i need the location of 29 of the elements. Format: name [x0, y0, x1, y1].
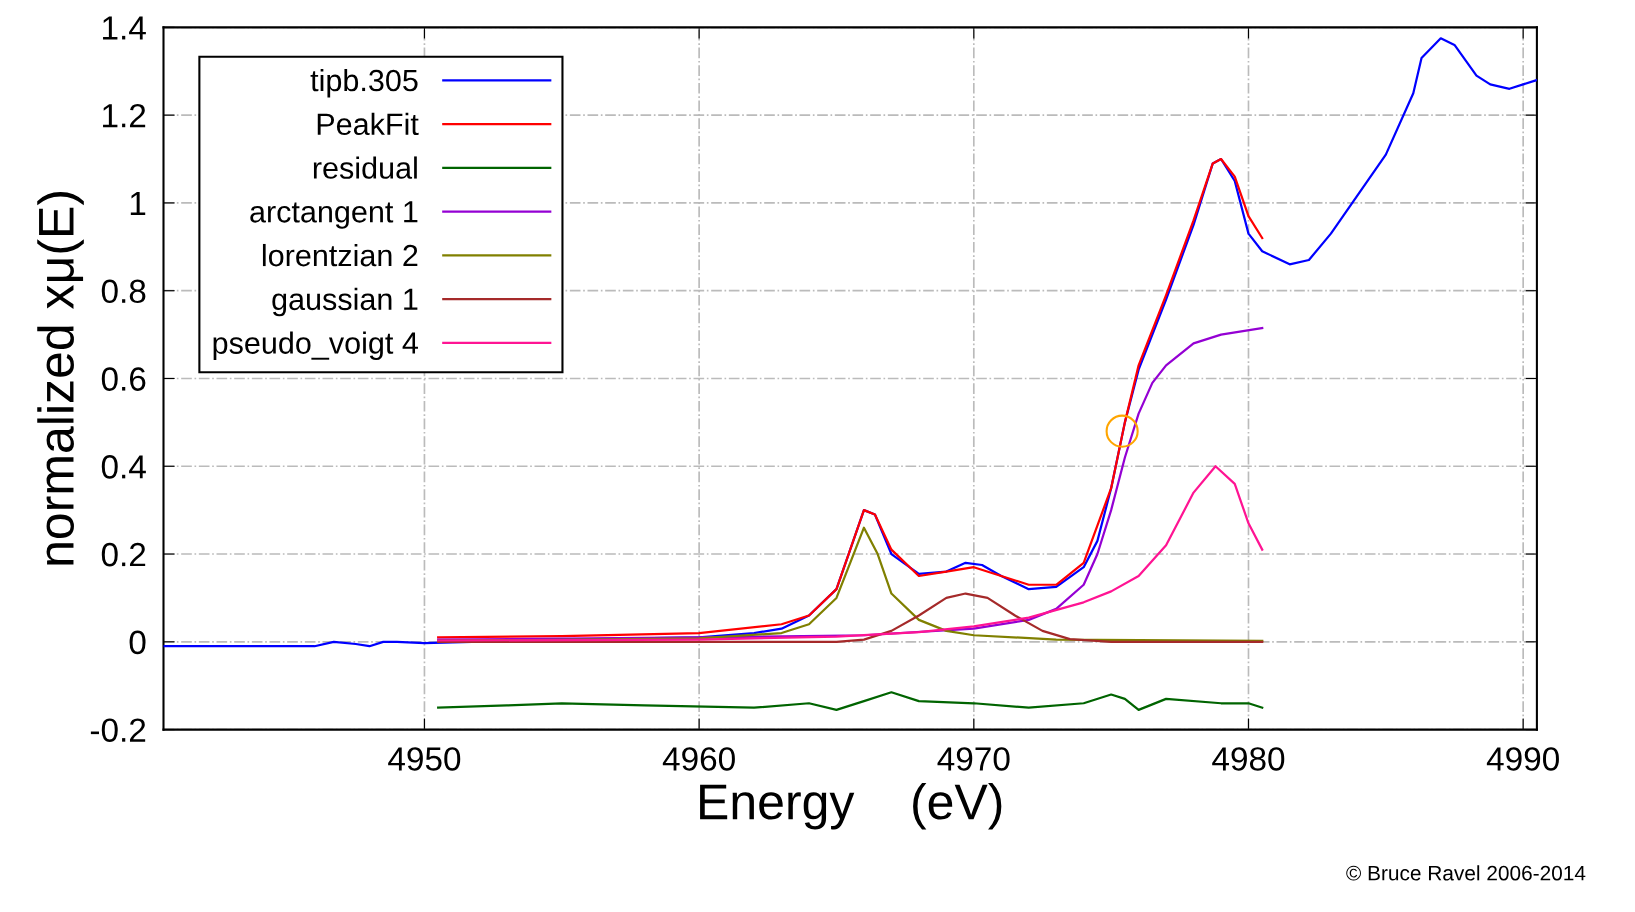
x-tick-label: 4980: [1212, 747, 1285, 771]
x-tick-label: 4950: [388, 747, 461, 771]
y-tick-label: 0.8: [101, 279, 146, 304]
y-tick-label: 0.4: [101, 455, 146, 479]
line-series: [437, 326, 1264, 641]
line-series: [437, 465, 1264, 642]
line-series: [437, 592, 1264, 643]
y-tick-label: 0.6: [101, 367, 146, 391]
x-axis-title: Energy (eV): [700, 782, 1002, 830]
y-tick-label: 1.4: [103, 16, 146, 40]
x-tick-label: 4970: [937, 747, 1010, 771]
legend-label: PeakFit: [317, 112, 419, 136]
y-axis-title: normalized xμ(E): [37, 192, 84, 565]
legend-label: lorentzian 2: [262, 243, 418, 267]
y-tick-label: 0: [129, 630, 146, 655]
legend-label: tipb.305: [310, 68, 418, 98]
y-tick-label: 1: [130, 192, 146, 215]
y-tick-label: 1.2: [103, 103, 146, 128]
legend-label: gaussian 1: [272, 287, 418, 317]
y-tick-label: 0.2: [101, 542, 146, 567]
line-series: [437, 691, 1264, 711]
y-tick-label: -0.2: [90, 718, 146, 743]
legend-label: residual: [313, 156, 417, 179]
legend-label: arctangent 1: [250, 201, 418, 229]
x-tick-label: 4990: [1486, 747, 1559, 771]
legend-label: pseudo_voigt 4: [213, 331, 418, 360]
line-series: [437, 157, 1264, 639]
x-tick-label: 4960: [662, 747, 735, 771]
text: © Bruce Ravel 2006-2014: [1346, 865, 1586, 881]
